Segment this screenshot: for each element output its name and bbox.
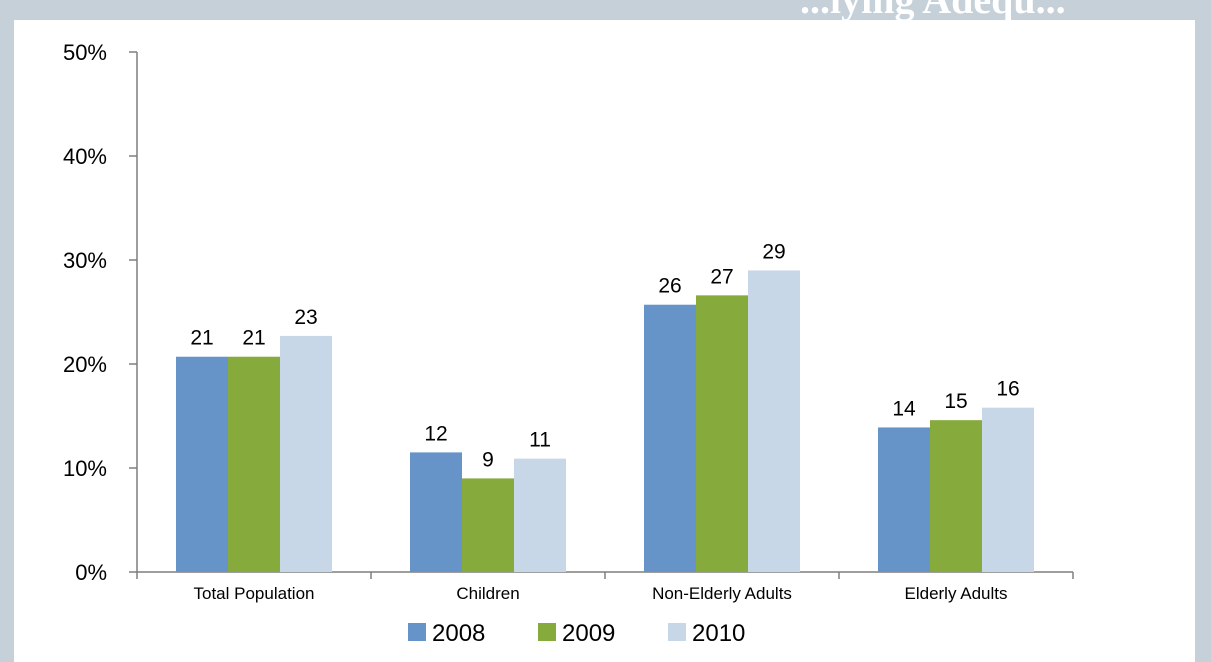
legend-label: 2009 bbox=[562, 620, 615, 647]
bar-2009 bbox=[696, 295, 748, 572]
y-tick-label: 50% bbox=[63, 40, 107, 65]
data-label: 23 bbox=[294, 306, 317, 329]
x-tick-label: Non-Elderly Adults bbox=[652, 584, 792, 603]
legend-swatch-2008 bbox=[408, 623, 426, 641]
data-label: 9 bbox=[482, 448, 494, 471]
y-tick-label: 10% bbox=[63, 456, 107, 481]
data-label: 27 bbox=[710, 265, 733, 288]
data-label: 12 bbox=[424, 422, 447, 445]
bar-2009 bbox=[228, 356, 280, 572]
y-tick-label: 30% bbox=[63, 248, 107, 273]
bar-2009 bbox=[462, 478, 514, 572]
bar-2008 bbox=[878, 427, 930, 572]
data-label: 14 bbox=[892, 397, 916, 420]
data-label: 11 bbox=[529, 429, 551, 452]
x-tick-label: Children bbox=[456, 584, 519, 603]
bar-2010 bbox=[748, 270, 800, 572]
chart-legend: 2008 2009 2010 bbox=[408, 620, 745, 647]
bar-2008 bbox=[176, 356, 228, 572]
x-tick-label: Elderly Adults bbox=[905, 584, 1008, 603]
bar-2010 bbox=[982, 407, 1034, 572]
bar-2008 bbox=[410, 452, 462, 572]
slide-title-fragment: ...lying Adequ... bbox=[800, 0, 1066, 23]
data-label: 21 bbox=[242, 327, 265, 350]
y-tick-label: 20% bbox=[63, 352, 107, 377]
title-strip: ...lying Adequ... bbox=[0, 0, 1211, 30]
chart-data-labels: 21 12 26 14 21 9 27 15 23 11 29 16 bbox=[190, 240, 1019, 471]
bar-2008 bbox=[644, 304, 696, 572]
data-label: 21 bbox=[190, 327, 213, 350]
legend-label: 2008 bbox=[432, 620, 485, 647]
bar-2010 bbox=[280, 335, 332, 572]
chart-bars bbox=[176, 270, 1034, 572]
legend-swatch-2010 bbox=[668, 623, 686, 641]
bar-2009 bbox=[930, 420, 982, 572]
data-label: 15 bbox=[944, 390, 967, 413]
data-label: 29 bbox=[762, 240, 785, 263]
data-label: 26 bbox=[658, 275, 681, 298]
x-tick-label: Total Population bbox=[194, 584, 315, 603]
legend-swatch-2009 bbox=[538, 623, 556, 641]
data-label: 16 bbox=[996, 378, 1019, 401]
y-tick-label: 0% bbox=[75, 560, 107, 585]
legend-label: 2010 bbox=[692, 620, 745, 647]
chart-axes: 0% 10% 20% 30% 40% 50% Total Population Childre… bbox=[63, 40, 1074, 603]
bar-2010 bbox=[514, 458, 566, 572]
y-tick-label: 40% bbox=[63, 144, 107, 169]
